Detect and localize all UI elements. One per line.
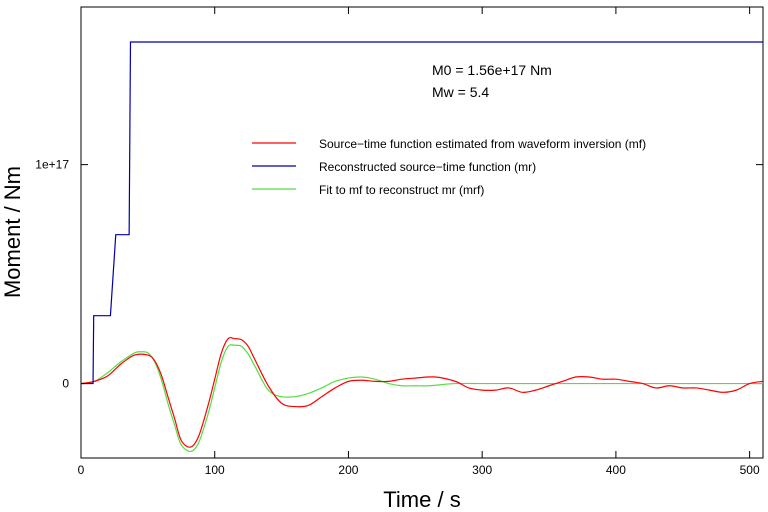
series-line-mr xyxy=(81,41,763,385)
x-tick-label: 300 xyxy=(472,463,492,477)
x-tick-label: 100 xyxy=(205,463,225,477)
x-tick-label: 500 xyxy=(740,463,760,477)
series-line-mf xyxy=(80,336,764,448)
y-tick-label: 0 xyxy=(62,377,69,391)
y-tick-label: 1e+17 xyxy=(35,158,69,172)
x-axis-title: Time / s xyxy=(383,487,460,512)
series-layer xyxy=(80,41,764,453)
x-tick-label: 0 xyxy=(78,463,85,477)
annotation-moment: M0 = 1.56e+17 Nm xyxy=(432,62,552,78)
x-tick-label: 200 xyxy=(338,463,358,477)
legend-label-mr: Reconstructed source−time function (mr) xyxy=(319,160,536,174)
plot-frame xyxy=(80,6,764,459)
legend-label-mf: Source−time function estimated from wave… xyxy=(319,137,646,151)
y-axis-title: Moment / Nm xyxy=(0,166,25,298)
axis-ticks: 0 100 200 300 400 500 0 1e+17 xyxy=(35,7,763,477)
x-tick-label: 400 xyxy=(606,463,626,477)
legend-label-mrf: Fit to mf to reconstruct mr (mrf) xyxy=(319,183,484,197)
legend: Source−time function estimated from wave… xyxy=(252,137,646,197)
annotation-magnitude: Mw = 5.4 xyxy=(432,84,489,100)
series-line-mrf xyxy=(80,344,763,453)
